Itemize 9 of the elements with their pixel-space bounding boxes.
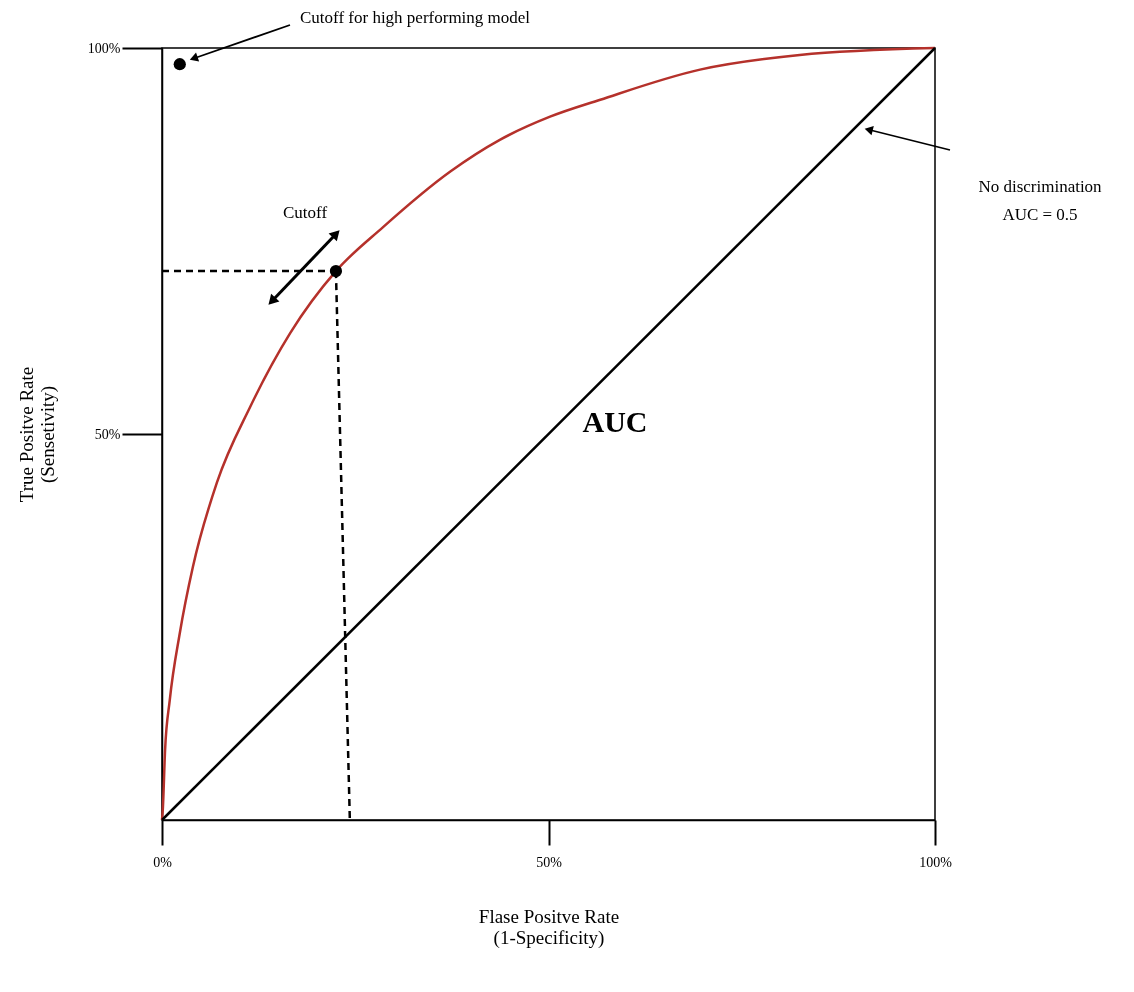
annotation: AUC [582, 405, 648, 438]
x-axis-title: Flase Positve Rate (1-Specificity) [478, 905, 620, 949]
text: No discrimination AUC = 0.5 [978, 177, 1103, 224]
annotation: Cutoff [282, 203, 328, 222]
text: Cutoff for high performing model [300, 8, 531, 27]
x-tick-label: 100% [919, 854, 953, 870]
x-tick-label: 0% [153, 854, 173, 870]
y-axis-title: True Positve Rate (Sensetivity) [15, 366, 59, 503]
x-tick-label: 50% [536, 854, 563, 870]
